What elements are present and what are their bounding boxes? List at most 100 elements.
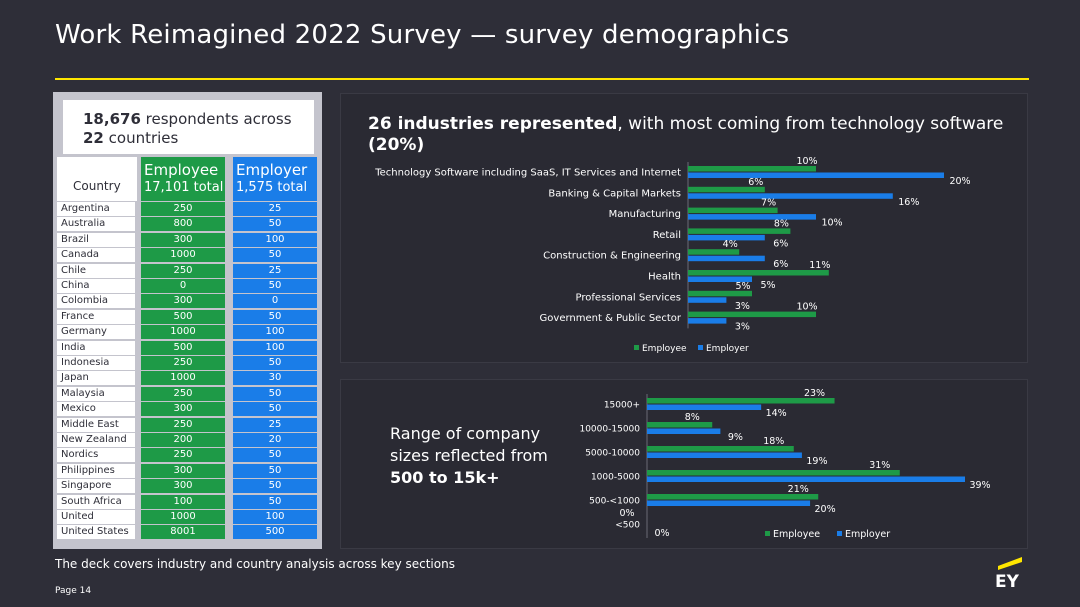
country-cell: Philippines xyxy=(57,463,135,478)
footnote: The deck covers industry and country ana… xyxy=(55,557,455,571)
legend-label-employer: Employer xyxy=(706,344,749,354)
page-number: Page 14 xyxy=(55,586,92,596)
respondents-text: respondents across xyxy=(145,110,292,128)
employer-cell: 20 xyxy=(233,433,317,447)
employer-cell: 50 xyxy=(233,356,317,370)
employee-cell: 1000 xyxy=(141,325,225,340)
size-heading-line2: sizes reflected from xyxy=(390,446,548,465)
employee-cell: 300 xyxy=(141,463,225,478)
value-label-employer: 20% xyxy=(815,504,836,515)
ey-logo: EY xyxy=(995,557,1022,589)
country-cell: Middle East xyxy=(57,417,135,432)
legend-swatch-employer xyxy=(837,531,842,536)
category-label: 10000-15000 xyxy=(579,425,640,435)
value-label-employee: 0% xyxy=(619,508,634,519)
bar-employer xyxy=(688,297,727,303)
country-cell: Canada xyxy=(57,248,135,263)
employee-column-header: Employee 17,101 total xyxy=(141,157,225,201)
bar-employee xyxy=(688,311,816,318)
value-label-employer: 16% xyxy=(898,197,919,208)
employer-header-label: Employer xyxy=(236,161,308,179)
industries-heading-bold: 26 industries represented xyxy=(368,114,618,134)
bar-employer xyxy=(688,276,752,282)
category-label: <500 xyxy=(615,521,640,531)
bar-employee xyxy=(688,249,740,255)
value-label-employee: 23% xyxy=(804,388,825,399)
employer-cell: 50 xyxy=(233,448,317,463)
employer-cell: 25 xyxy=(233,202,317,216)
category-label: 1000-5000 xyxy=(591,473,640,483)
category-label: Health xyxy=(648,272,681,283)
value-label-employee: 5% xyxy=(735,281,750,292)
country-cell: France xyxy=(57,309,135,324)
value-label-employee: 8% xyxy=(685,412,700,423)
bar-employer xyxy=(688,172,944,178)
employer-cell: 100 xyxy=(233,340,317,355)
employer-column-header: Employer 1,575 total xyxy=(233,157,317,201)
size-heading: Range of company sizes reflected from 50… xyxy=(390,423,548,489)
employee-cell: 300 xyxy=(141,232,225,247)
bar-employer xyxy=(647,452,802,458)
bar-employer xyxy=(688,193,893,199)
category-label: Technology Software including SaaS, IT S… xyxy=(374,168,681,179)
legend-label-employee: Employee xyxy=(773,529,820,540)
value-label-employer: 20% xyxy=(949,176,970,187)
employee-cell: 250 xyxy=(141,356,225,370)
bar-employer xyxy=(688,318,727,324)
legend-swatch-employee xyxy=(634,345,639,350)
bar-employee xyxy=(647,470,900,476)
employer-cell: 50 xyxy=(233,309,317,324)
value-label-employer: 5% xyxy=(760,280,775,291)
bar-employer xyxy=(647,428,721,434)
employee-cell: 100 xyxy=(141,494,225,509)
employee-cell: 250 xyxy=(141,202,225,216)
employee-cell: 250 xyxy=(141,448,225,463)
legend-label-employee: Employee xyxy=(642,344,687,354)
industries-heading: 26 industries represented, with most com… xyxy=(368,114,1008,156)
company-size-bar-chart: 15000+ 23% 14% 10000-15000 8% 9% 5000-10000 18%… xyxy=(579,388,990,540)
value-label-employee: 21% xyxy=(788,484,809,495)
country-cell: India xyxy=(57,340,135,355)
value-label-employer: 6% xyxy=(773,238,788,249)
employer-cell: 50 xyxy=(233,494,317,509)
country-cell: South Africa xyxy=(57,494,135,509)
countries-text: countries xyxy=(108,129,179,147)
country-cell: Indonesia xyxy=(57,356,135,370)
country-header-label: Country xyxy=(73,179,121,193)
employer-total: 1,575 total xyxy=(236,180,308,195)
employee-cell: 800 xyxy=(141,217,225,232)
country-cell: Mexico xyxy=(57,402,135,417)
value-label-employee: 11% xyxy=(809,260,830,271)
employer-cell: 100 xyxy=(233,510,317,524)
employee-cell: 250 xyxy=(141,386,225,401)
country-cell: United States xyxy=(57,525,135,540)
value-label-employee: 18% xyxy=(763,436,784,447)
category-label: 5000-10000 xyxy=(585,449,640,459)
bar-employer xyxy=(688,255,765,262)
category-label: Construction & Engineering xyxy=(543,251,681,262)
employer-cell: 50 xyxy=(233,463,317,478)
value-label-employee: 10% xyxy=(796,156,817,167)
employee-cell: 500 xyxy=(141,340,225,355)
country-cell: Nordics xyxy=(57,448,135,463)
employee-cell: 1000 xyxy=(141,248,225,263)
value-label-employer: 3% xyxy=(735,322,750,333)
bar-employee xyxy=(647,494,819,500)
industries-heading-pct: (20%) xyxy=(368,135,425,155)
countries-count: 22 xyxy=(83,129,104,147)
employer-cell: 500 xyxy=(233,525,317,540)
country-cell: Colombia xyxy=(57,294,135,309)
value-label-employer: 10% xyxy=(821,218,842,229)
category-label: Professional Services xyxy=(576,292,681,303)
bar-employee xyxy=(647,446,794,452)
employee-cell: 1000 xyxy=(141,510,225,524)
country-cell: New Zealand xyxy=(57,433,135,447)
country-cell: Chile xyxy=(57,263,135,278)
employer-cell: 25 xyxy=(233,417,317,432)
employer-cell: 50 xyxy=(233,402,317,417)
country-cell: Malaysia xyxy=(57,386,135,401)
country-cell: Argentina xyxy=(57,202,135,216)
bar-employee xyxy=(688,270,829,276)
country-cell: Singapore xyxy=(57,479,135,494)
employer-cell: 100 xyxy=(233,232,317,247)
